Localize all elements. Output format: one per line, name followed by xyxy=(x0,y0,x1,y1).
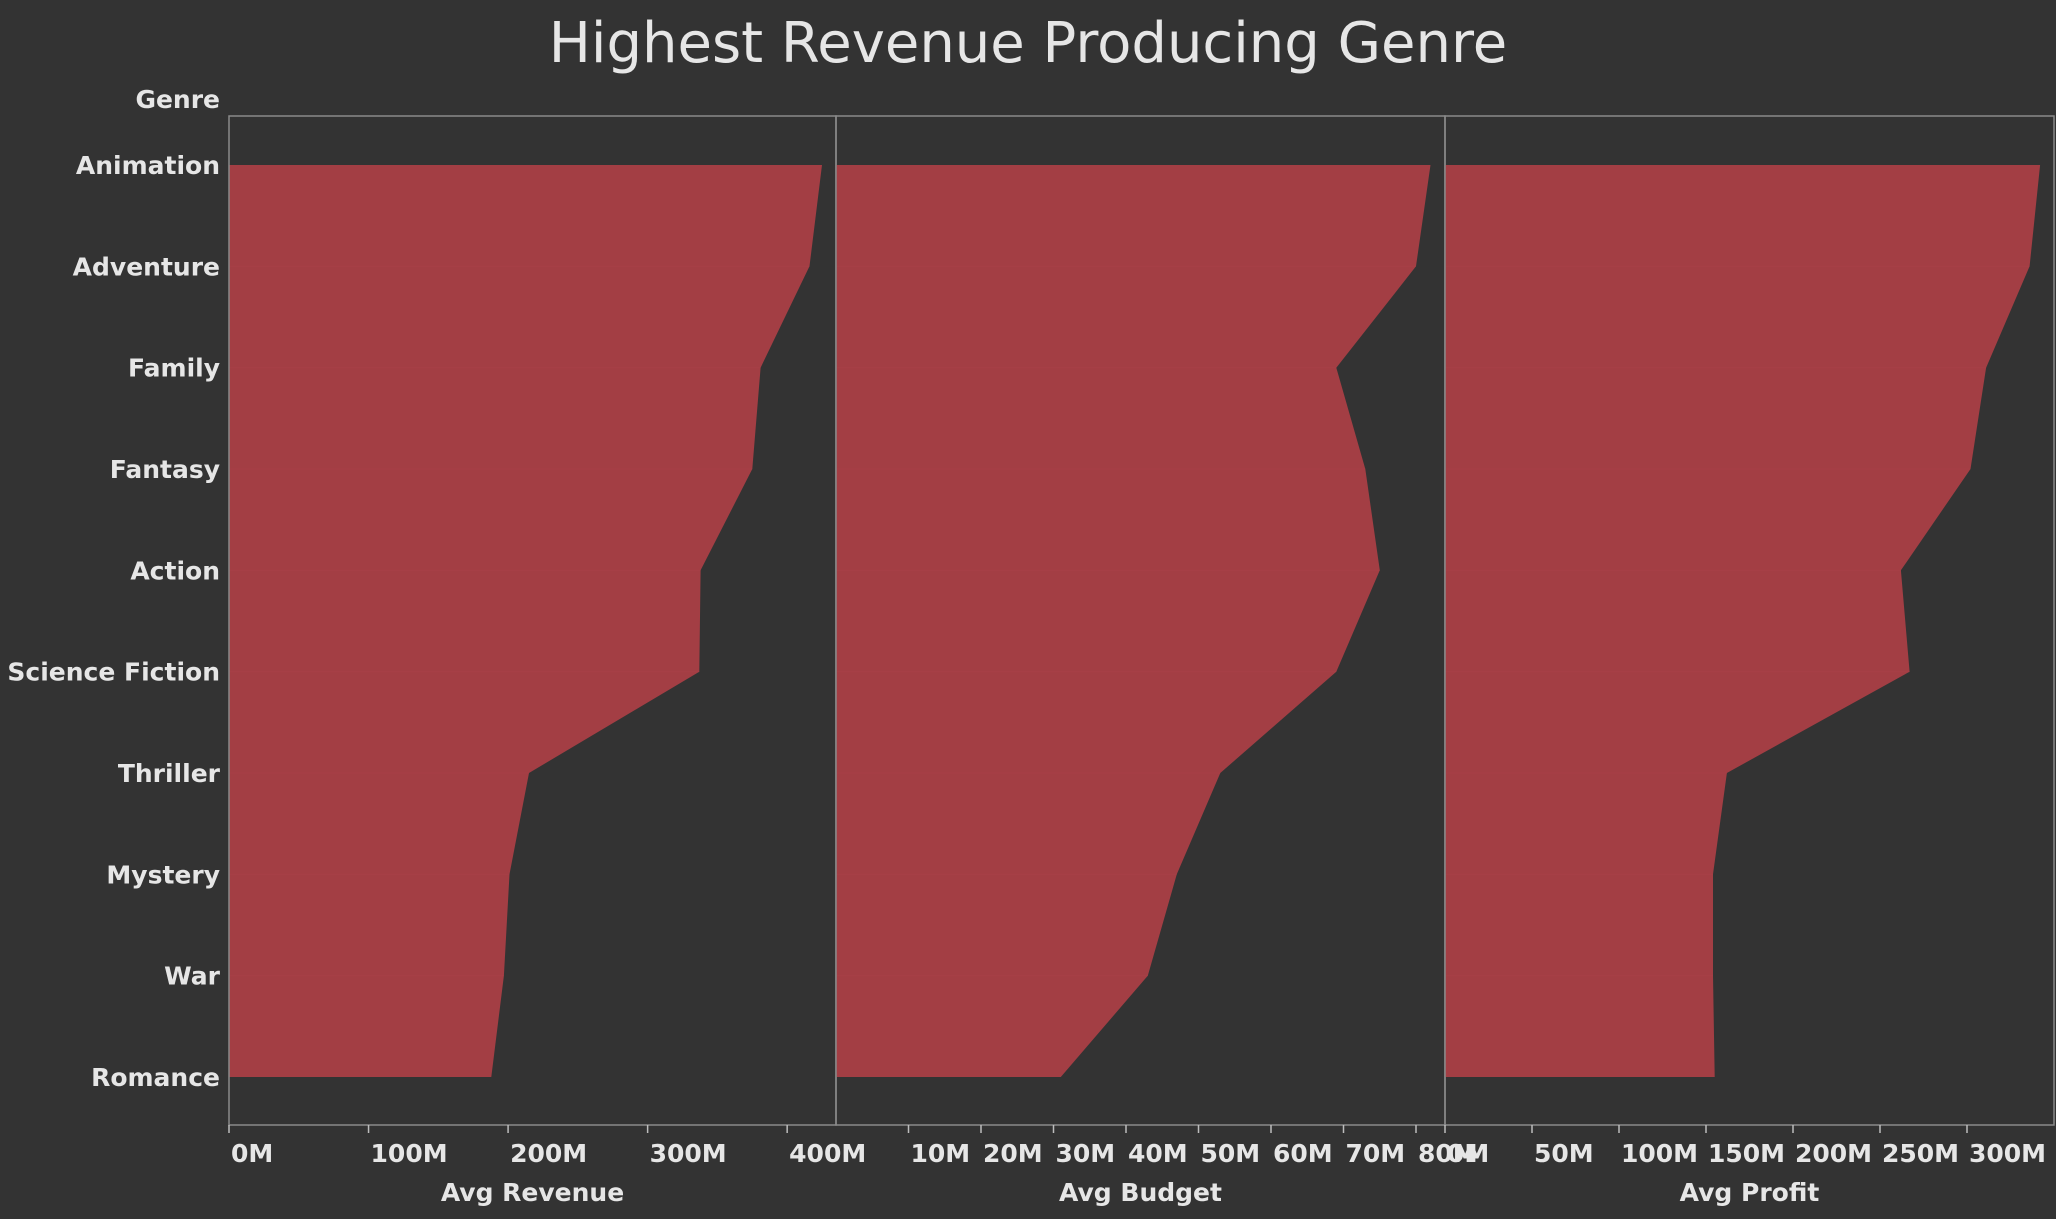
x-tick-label: 30M xyxy=(1056,1139,1116,1168)
category-label: Action xyxy=(130,556,220,585)
x-tick-label: 70M xyxy=(1346,1139,1406,1168)
x-tick-label: 200M xyxy=(510,1139,587,1168)
x-tick-label: 80M xyxy=(1418,1139,1478,1168)
x-tick-label: 50M xyxy=(1201,1139,1261,1168)
x-tick-label: 50M xyxy=(1534,1139,1594,1168)
category-label: Family xyxy=(128,354,220,383)
category-label: Adventure xyxy=(73,252,220,281)
category-label: Fantasy xyxy=(110,455,220,484)
x-tick-label: 250M xyxy=(1882,1139,1959,1168)
x-tick-label: 300M xyxy=(1969,1139,2046,1168)
category-label: Romance xyxy=(91,1063,220,1092)
x-tick-label: 150M xyxy=(1708,1139,1785,1168)
x-tick-label: 100M xyxy=(1621,1139,1698,1168)
area-avg-revenue xyxy=(229,165,822,1077)
x-tick-label: 300M xyxy=(650,1139,727,1168)
x-axis-title: Avg Budget xyxy=(1059,1178,1222,1207)
genre-header: Genre xyxy=(135,85,220,114)
x-tick-label: 200M xyxy=(1795,1139,1872,1168)
x-tick-label: 20M xyxy=(983,1139,1043,1168)
chart-title: Highest Revenue Producing Genre xyxy=(549,11,1507,76)
x-tick-label: 10M xyxy=(911,1139,971,1168)
area-avg-budget xyxy=(836,165,1431,1077)
x-tick-label: 60M xyxy=(1273,1139,1333,1168)
area-avg-profit xyxy=(1445,165,2041,1077)
x-axis-title: Avg Revenue xyxy=(441,1178,624,1207)
category-label: Animation xyxy=(76,151,220,180)
x-tick-label: 0M xyxy=(1447,1139,1489,1168)
category-label: Mystery xyxy=(106,860,220,889)
category-label: Science Fiction xyxy=(7,658,220,687)
x-tick-label: 40M xyxy=(1128,1139,1188,1168)
x-axis-title: Avg Profit xyxy=(1680,1178,1820,1207)
x-tick-label: 400M xyxy=(789,1139,866,1168)
panel-frame xyxy=(1444,115,2055,1126)
category-label: Thriller xyxy=(118,759,221,788)
category-label: War xyxy=(164,962,221,991)
x-tick-label: 0M xyxy=(231,1139,273,1168)
x-tick-label: 100M xyxy=(371,1139,448,1168)
